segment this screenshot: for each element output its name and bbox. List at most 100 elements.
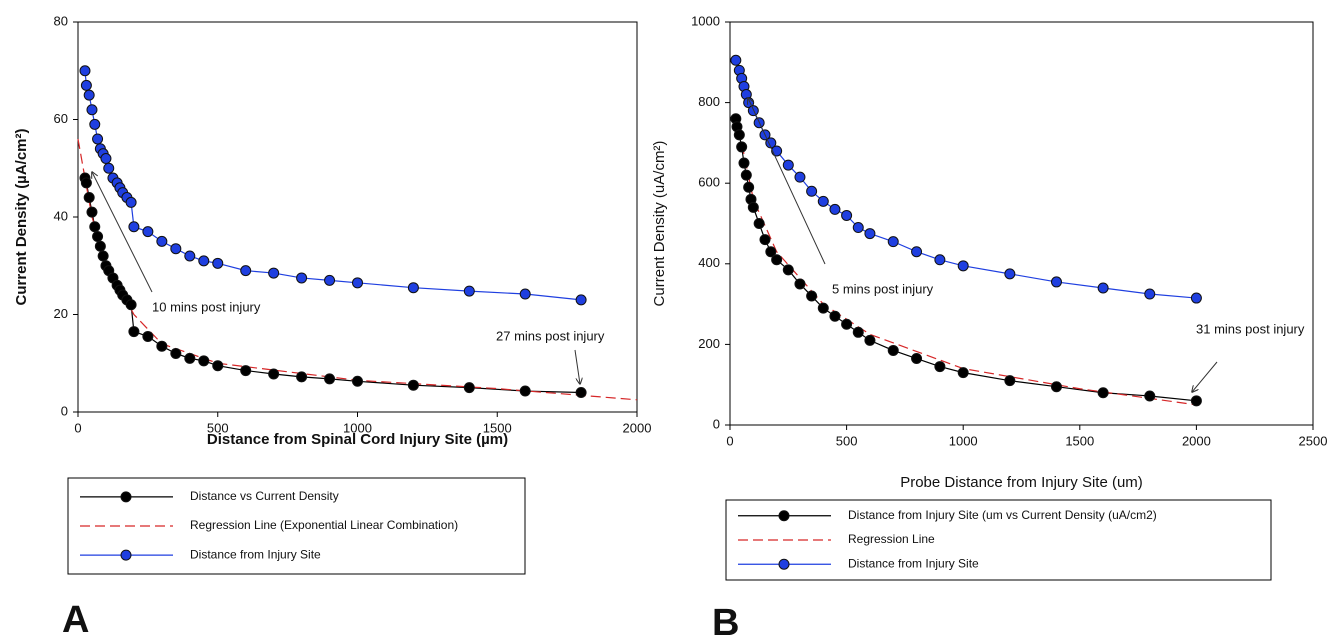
data-point: [759, 234, 771, 246]
data-point: [957, 260, 969, 272]
data-point: [841, 209, 853, 221]
data-point: [212, 360, 224, 372]
data-point: [887, 236, 899, 248]
x-tick-label: 1000: [949, 433, 978, 448]
x-tick-label: 500: [836, 433, 858, 448]
data-point: [747, 105, 759, 117]
data-point: [817, 302, 829, 314]
data-point: [324, 274, 336, 286]
data-point: [92, 231, 104, 242]
data-point: [736, 141, 748, 153]
data-point: [89, 118, 101, 130]
data-point: [1050, 276, 1062, 288]
y-axis-label: Current Density (uA/cm²): [651, 141, 668, 307]
legend-marker: [120, 549, 132, 561]
data-point: [771, 145, 783, 157]
data-point: [852, 222, 864, 234]
data-point: [83, 89, 95, 101]
data-point: [1004, 375, 1016, 387]
legend-label: Regression Line: [848, 532, 935, 546]
data-point: [806, 185, 818, 197]
data-point: [829, 310, 841, 322]
y-tick-label: 800: [698, 94, 720, 109]
legend-marker: [778, 558, 790, 570]
annotation-arrow: [1192, 361, 1218, 392]
data-point: [575, 387, 587, 398]
data-point: [407, 379, 419, 391]
data-point: [86, 206, 98, 218]
data-point: [771, 254, 783, 266]
data-point: [864, 334, 876, 346]
data-point: [575, 294, 587, 306]
x-axis-label: Distance from Spinal Cord Injury Site (µ…: [207, 431, 508, 448]
data-point: [738, 157, 750, 169]
panel-label: A: [62, 599, 89, 641]
data-point: [97, 250, 109, 262]
legend-label: Distance from Injury Site: [848, 556, 979, 570]
annotation: 10 mins post injury: [152, 299, 261, 314]
data-point: [80, 79, 92, 91]
data-point: [1190, 395, 1202, 407]
data-point: [170, 348, 182, 359]
data-point: [911, 353, 923, 365]
data-point: [156, 235, 168, 247]
data-point: [519, 385, 531, 397]
data-point: [142, 330, 154, 342]
data-point: [806, 290, 818, 302]
data-point: [740, 169, 752, 181]
x-tick-label: 0: [726, 433, 733, 448]
data-point: [1050, 381, 1062, 393]
data-point: [80, 177, 92, 189]
data-point: [887, 344, 899, 356]
x-tick-label: 2500: [1299, 433, 1328, 448]
data-point: [852, 326, 864, 338]
y-tick-label: 60: [54, 111, 68, 126]
data-point: [730, 54, 742, 66]
data-point: [212, 257, 224, 269]
x-tick-label: 2000: [623, 420, 652, 435]
y-tick-label: 20: [54, 306, 68, 321]
x-tick-label: 1000: [343, 420, 372, 435]
annotation: 27 mins post injury: [496, 328, 605, 343]
data-point: [92, 133, 104, 145]
data-point: [86, 104, 98, 116]
data-point: [103, 162, 115, 174]
data-point: [864, 228, 876, 240]
data-point: [765, 246, 777, 258]
data-point: [911, 246, 923, 258]
series-line: [77, 138, 638, 401]
x-axis-label: Probe Distance from Injury Site (um): [900, 474, 1143, 491]
y-tick-label: 0: [713, 416, 720, 431]
series-line: [735, 118, 1197, 402]
y-tick-label: 400: [698, 255, 720, 270]
annotation: 5 mins post injury: [832, 281, 934, 296]
data-point: [782, 264, 794, 276]
data-point: [184, 352, 196, 364]
data-point: [794, 278, 806, 290]
data-point: [733, 129, 745, 141]
data-point: [89, 221, 101, 233]
data-point: [184, 250, 196, 262]
data-point: [829, 203, 841, 215]
data-point: [198, 355, 210, 367]
data-point: [94, 240, 106, 252]
data-point: [519, 288, 531, 300]
y-tick-label: 0: [61, 403, 68, 418]
data-point: [142, 226, 154, 238]
data-point: [957, 367, 969, 379]
data-point: [1144, 390, 1156, 402]
plot-frame: [729, 21, 1314, 426]
y-tick-label: 40: [54, 208, 68, 223]
y-axis-label: Current Density (µA/cm²): [13, 128, 30, 305]
plot-frame: [77, 21, 638, 413]
x-tick-label: 500: [207, 420, 229, 435]
x-tick-label: 1500: [1065, 433, 1094, 448]
series-line: [84, 177, 582, 394]
data-point: [240, 365, 252, 377]
data-point: [352, 277, 363, 289]
annotation: 31 mins post injury: [1196, 321, 1305, 336]
y-tick-label: 600: [698, 175, 720, 190]
data-point: [296, 272, 308, 284]
data-point: [841, 318, 853, 330]
data-point: [463, 285, 475, 297]
